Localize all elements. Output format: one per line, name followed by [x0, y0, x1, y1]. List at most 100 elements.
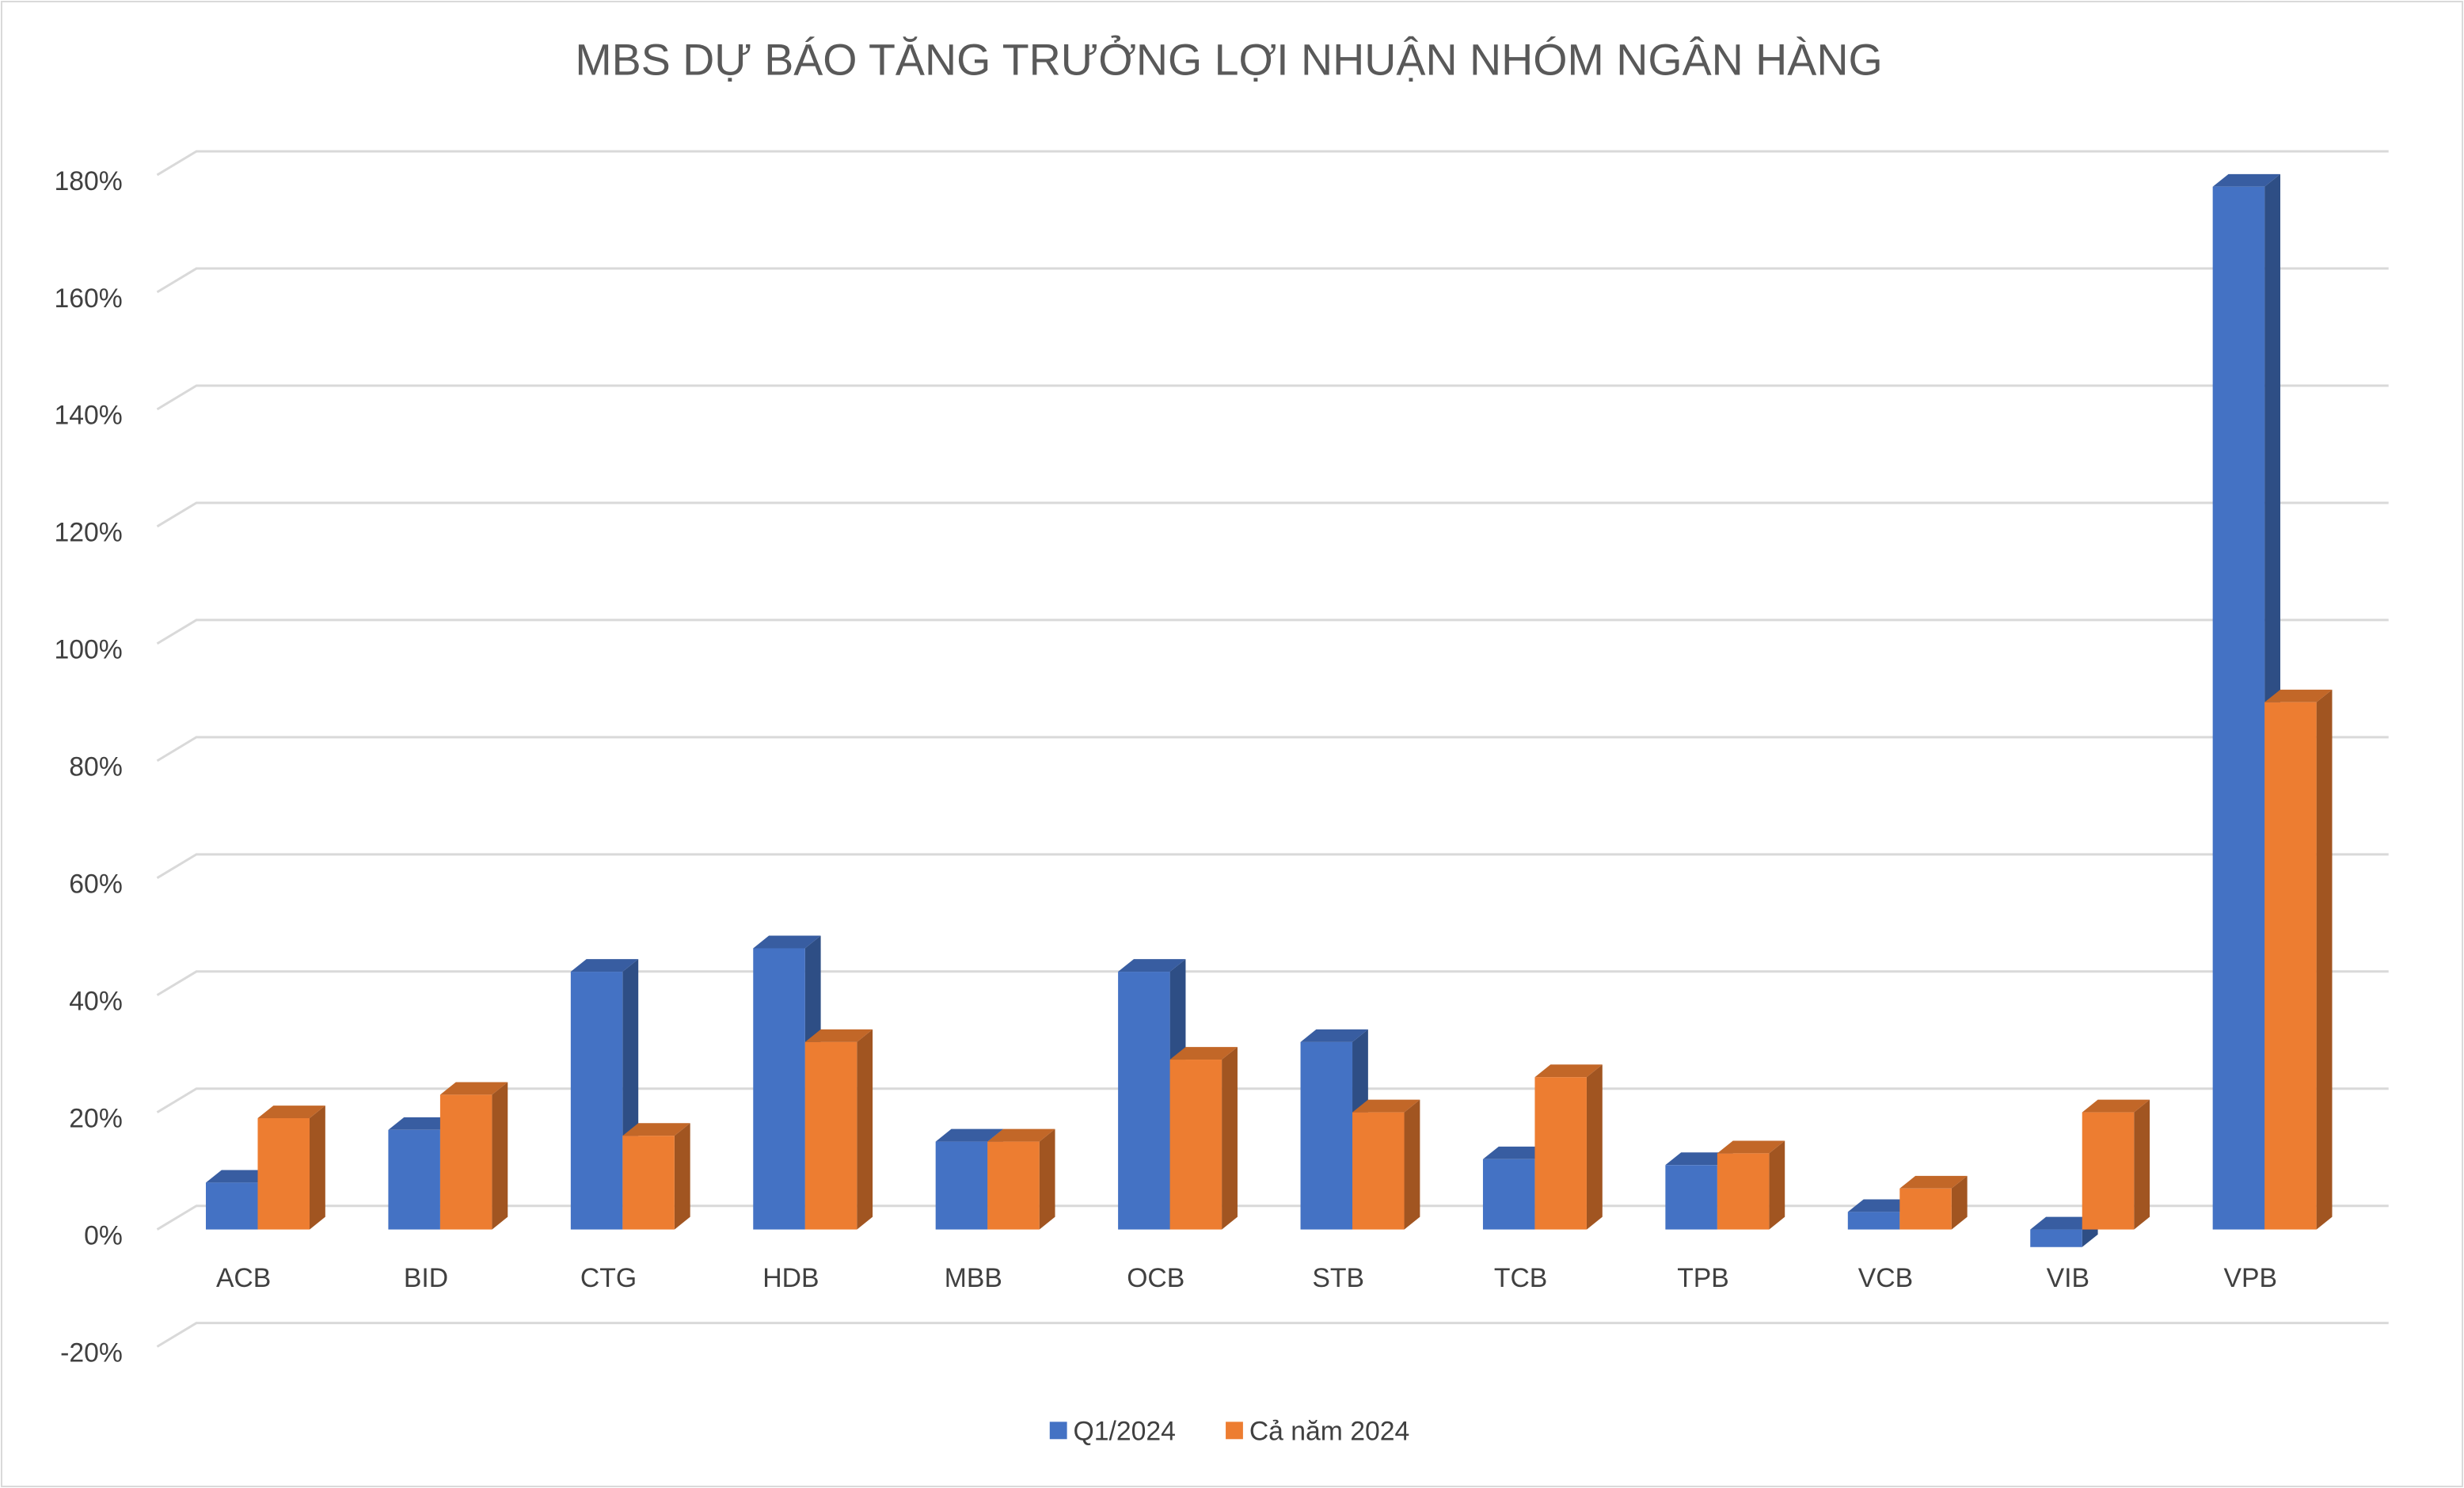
- legend-swatch: [1226, 1421, 1243, 1440]
- bar-top: [1717, 1140, 1785, 1154]
- y-tick-label: -20%: [60, 1338, 123, 1368]
- legend-label: Q1/2024: [1074, 1416, 1176, 1446]
- grid-line: [156, 501, 2389, 528]
- bar: [2030, 1229, 2082, 1247]
- bar-side: [2316, 689, 2333, 1230]
- y-tick-label: 20%: [69, 1103, 122, 1133]
- chart-title: MBS DỰ BÁO TĂNG TRƯỞNG LỢI NHUẬN NHÓM NG…: [575, 35, 1882, 84]
- bar: [1847, 1212, 1900, 1230]
- bar-top: [257, 1106, 325, 1119]
- bar: [1118, 972, 1170, 1230]
- grid-line: [156, 1087, 2389, 1113]
- bars: ACB BID CTG HDB MBB OCB STB TCB TPB VCB VIB VPB: [205, 173, 2333, 1293]
- y-tick-label: 160%: [55, 284, 123, 314]
- y-tick-label: 40%: [69, 986, 122, 1016]
- y-tick-label: 80%: [69, 752, 122, 782]
- x-tick-label: MBB: [945, 1263, 1002, 1293]
- bar: [1665, 1165, 1717, 1230]
- bar: [753, 948, 805, 1230]
- grid-line: [156, 1322, 2389, 1348]
- bar-top: [1118, 959, 1186, 972]
- bar-top: [804, 1029, 873, 1042]
- x-tick-label: CTG: [580, 1263, 637, 1293]
- bar-side: [2134, 1099, 2150, 1230]
- bar-top: [1899, 1175, 1968, 1189]
- bar-top: [2030, 1216, 2098, 1230]
- x-tick-label: TCB: [1494, 1263, 1547, 1293]
- bar-top: [1300, 1029, 1368, 1042]
- grid-line: [156, 618, 2389, 645]
- bar-side: [1404, 1099, 1420, 1230]
- bar-top: [1847, 1199, 1916, 1212]
- bar-top: [2212, 173, 2280, 187]
- bar: [2212, 186, 2265, 1230]
- grid-line: [156, 267, 2389, 294]
- x-tick-label: TPB: [1677, 1263, 1729, 1293]
- bar-top: [1534, 1064, 1603, 1078]
- bar: [804, 1041, 857, 1230]
- bar: [1352, 1112, 1405, 1230]
- bar: [622, 1136, 675, 1230]
- bar: [935, 1141, 988, 1230]
- legend-label: Cả năm 2024: [1249, 1416, 1409, 1446]
- bar-top: [987, 1128, 1055, 1142]
- bar-top: [935, 1128, 1004, 1142]
- bar-side: [1222, 1047, 1238, 1230]
- grid-line: [156, 853, 2389, 879]
- grid: -20% 0% 20% 40% 60% 80% 100% 120% 140% 160% 180%: [55, 150, 2389, 1368]
- bar: [205, 1182, 258, 1230]
- grid-line: [156, 384, 2389, 411]
- grid-line: [156, 150, 2389, 177]
- x-tick-label: BID: [404, 1263, 448, 1293]
- bar-top: [1665, 1152, 1733, 1166]
- bar-side: [309, 1106, 325, 1230]
- bar-top: [2264, 689, 2333, 702]
- bar-top: [622, 1123, 690, 1136]
- bar-top: [205, 1170, 274, 1183]
- x-tick-label: HDB: [762, 1263, 819, 1293]
- bar: [388, 1129, 440, 1230]
- bar-top: [753, 935, 821, 949]
- bar: [1534, 1077, 1587, 1230]
- x-tick-label: VCB: [1858, 1263, 1913, 1293]
- bar-top: [1352, 1099, 1420, 1113]
- y-tick-label: 0%: [84, 1220, 123, 1250]
- bar-top: [570, 959, 639, 972]
- bar-side: [492, 1082, 508, 1230]
- grid-line: [156, 970, 2389, 996]
- bar-side: [1039, 1128, 1055, 1230]
- x-tick-label: OCB: [1127, 1263, 1184, 1293]
- y-tick-label: 100%: [55, 635, 123, 665]
- x-tick-label: VPB: [2224, 1263, 2277, 1293]
- bar-side: [674, 1123, 690, 1230]
- y-tick-label: 140%: [55, 401, 123, 431]
- bar: [1482, 1159, 1535, 1230]
- y-tick-label: 120%: [55, 518, 123, 548]
- y-tick-label: 180%: [55, 166, 123, 196]
- bar: [1899, 1188, 1952, 1230]
- bar: [257, 1118, 310, 1230]
- bar-top: [1169, 1047, 1238, 1060]
- bar-side: [1769, 1140, 1785, 1230]
- bar: [2264, 702, 2317, 1230]
- x-tick-label: ACB: [216, 1263, 271, 1293]
- bar: [987, 1141, 1040, 1230]
- y-tick-label: 60%: [69, 870, 122, 900]
- legend: Q1/2024 Cả năm 2024: [1049, 1416, 1409, 1446]
- x-tick-label: STB: [1312, 1263, 1364, 1293]
- bar-top: [388, 1117, 456, 1130]
- bar: [1169, 1060, 1222, 1230]
- bar-side: [1951, 1175, 1968, 1230]
- bar: [2082, 1112, 2135, 1230]
- bar-top: [1482, 1146, 1551, 1159]
- bar-side: [1586, 1064, 1603, 1230]
- bar-top: [2082, 1099, 2150, 1113]
- x-tick-label: VIB: [2047, 1263, 2089, 1293]
- bar-top: [439, 1082, 508, 1095]
- bar: [570, 972, 623, 1230]
- legend-swatch: [1049, 1421, 1067, 1440]
- bar: [439, 1094, 492, 1230]
- bar-side: [857, 1029, 873, 1230]
